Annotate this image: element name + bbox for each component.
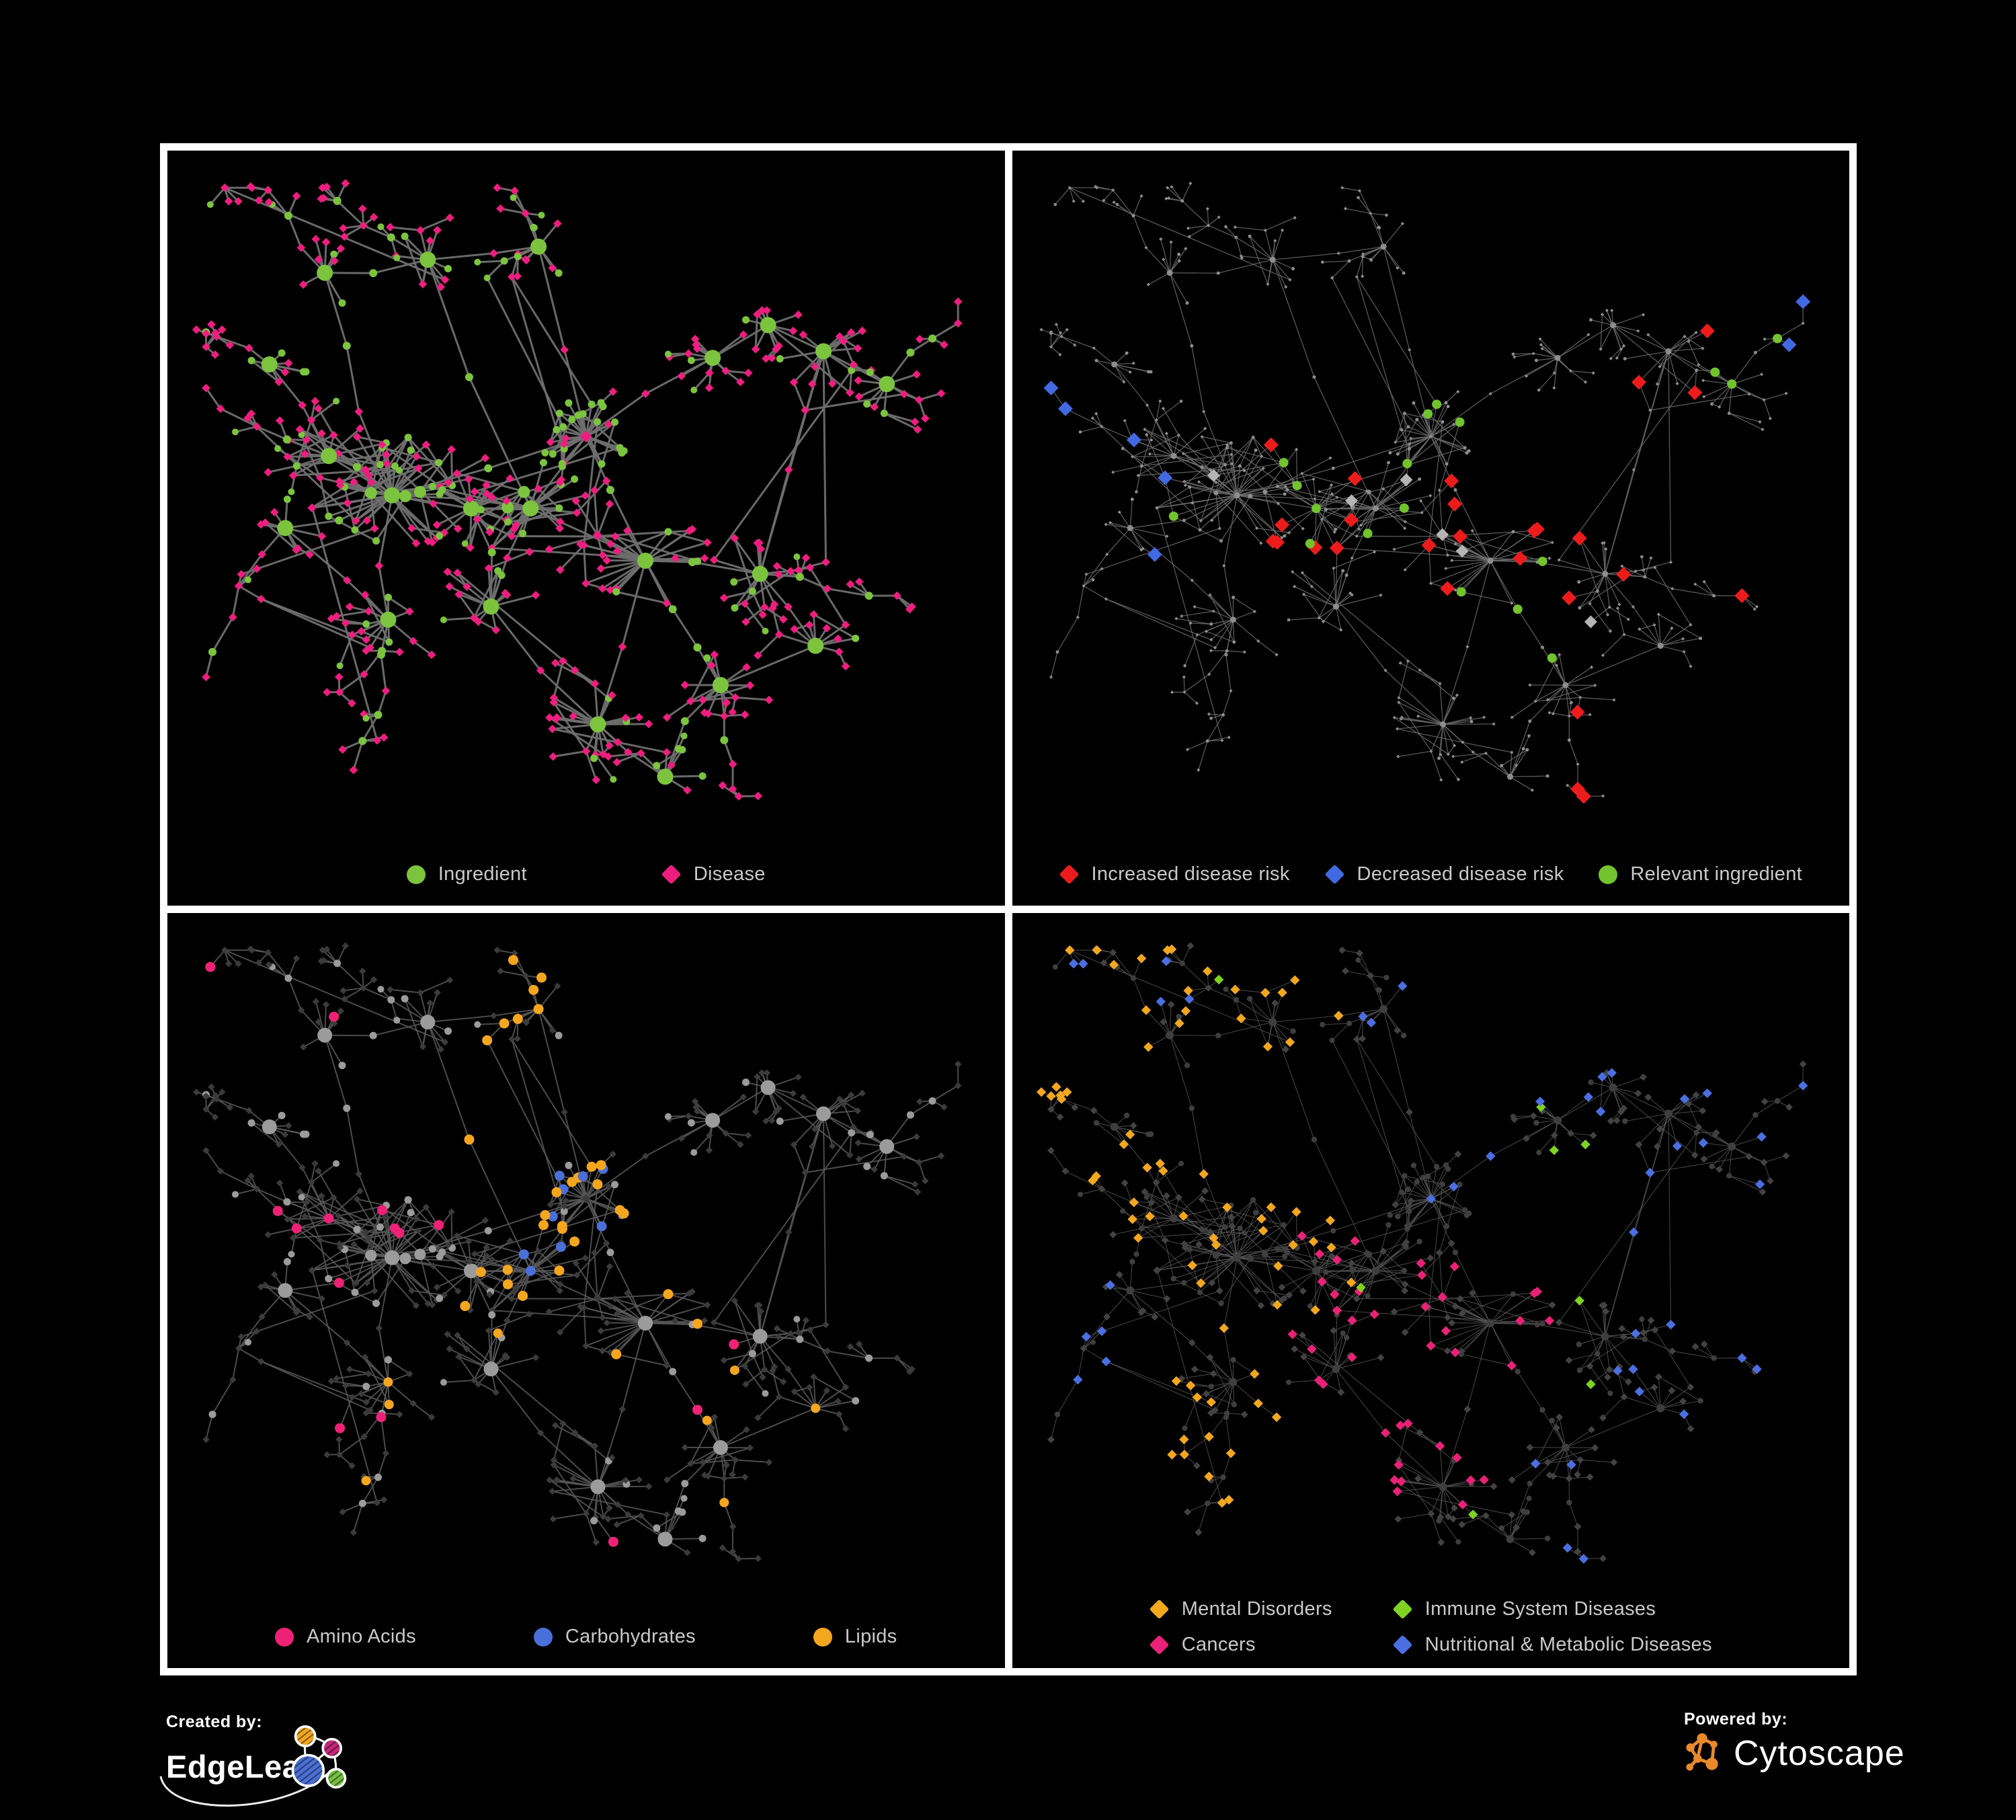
cytoscape-network-icon [1686, 1733, 1718, 1771]
legend-item: Increased disease risk [1059, 863, 1290, 885]
legend-item: Lipids [813, 1626, 897, 1648]
network-grid: Ingredient Disease Increased disease risk… [160, 143, 1857, 1675]
circle-marker-icon [533, 1627, 553, 1647]
legend-label: Increased disease risk [1091, 863, 1290, 885]
edgeleap-logo: EdgeLeap [159, 1725, 368, 1813]
powered-by-block: Powered by: [1684, 1710, 1905, 1775]
diamond-marker-icon [661, 864, 682, 885]
diamond-marker-icon [1149, 1634, 1170, 1655]
legend-label: Relevant ingredient [1630, 863, 1802, 885]
legend-label: Carbohydrates [565, 1626, 696, 1647]
panel-nutrient-classes: Amino Acids Carbohydrates Lipids [167, 913, 1005, 1668]
diamond-marker-icon [1149, 1599, 1170, 1620]
legend-item: Ingredient [406, 863, 527, 885]
ingredient-disease-network-graph [192, 179, 963, 801]
legend-2: Increased disease risk Decreased disease … [1012, 863, 1850, 885]
diamond-marker-icon [1059, 864, 1079, 885]
legend-label: Amino Acids [307, 1626, 416, 1647]
nutrient-classes-network-graph [192, 942, 962, 1562]
legend-item: Immune System Diseases [1392, 1598, 1712, 1620]
legend-1: Ingredient Disease [167, 863, 1005, 885]
created-by-block: Created by: EdgeLeap [159, 1712, 368, 1813]
legend-item: Cancers [1149, 1634, 1332, 1656]
legend-item: Decreased disease risk [1324, 863, 1564, 885]
legend-label: Mental Disorders [1181, 1598, 1332, 1620]
legend-label: Nutritional & Metabolic Diseases [1424, 1634, 1712, 1655]
legend-item: Amino Acids [275, 1626, 416, 1648]
circle-marker-icon [1599, 865, 1618, 884]
disease-risk-network-graph [1039, 182, 1810, 804]
panel-disease-classes: Mental Disorders Immune System Diseases Ca… [1012, 913, 1850, 1668]
legend-label: Ingredient [438, 863, 527, 885]
legend-item: Mental Disorders [1149, 1598, 1332, 1620]
legend-label: Decreased disease risk [1357, 863, 1564, 885]
legend-label: Immune System Diseases [1424, 1598, 1656, 1620]
legend-label: Cancers [1181, 1634, 1256, 1655]
circle-marker-icon [813, 1627, 832, 1647]
edgeleap-network-icon [291, 1725, 347, 1789]
cytoscape-logo: Cytoscape [1684, 1732, 1905, 1775]
legend-label: Disease [693, 863, 766, 885]
legend-4: Mental Disorders Immune System Diseases Ca… [1012, 1598, 1850, 1656]
legend-label: Lipids [844, 1626, 897, 1647]
circle-marker-icon [275, 1627, 294, 1647]
disease-classes-network-graph [1036, 942, 1808, 1564]
cytoscape-logo-text: Cytoscape [1734, 1734, 1905, 1773]
legend-item: Relevant ingredient [1599, 863, 1802, 885]
legend-3: Amino Acids Carbohydrates Lipids [167, 1626, 1005, 1648]
powered-by-label: Powered by: [1684, 1710, 1788, 1729]
legend-item: Disease [661, 863, 766, 885]
created-by-label: Created by: [166, 1712, 263, 1731]
diamond-marker-icon [1324, 864, 1344, 885]
panel-ingredient-disease: Ingredient Disease [167, 151, 1005, 906]
legend-item: Carbohydrates [533, 1626, 696, 1648]
diamond-marker-icon [1392, 1599, 1413, 1620]
panel-disease-risk: Increased disease risk Decreased disease … [1012, 151, 1850, 906]
legend-item: Nutritional & Metabolic Diseases [1392, 1634, 1712, 1656]
circle-marker-icon [406, 865, 426, 884]
diamond-marker-icon [1392, 1634, 1413, 1655]
